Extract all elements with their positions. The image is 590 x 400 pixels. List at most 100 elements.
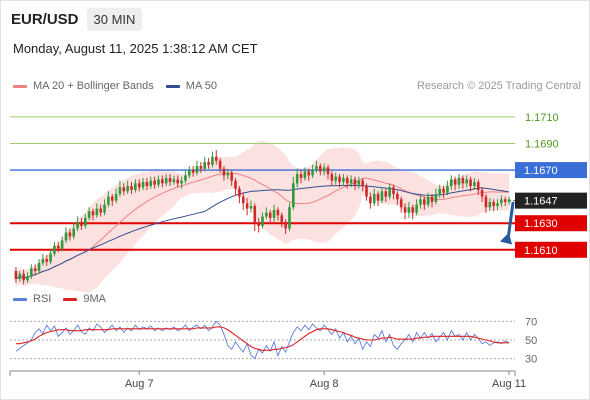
legend-label-ma50: MA 50 bbox=[185, 80, 217, 92]
legend-item-rsi: RSI bbox=[13, 293, 51, 305]
candle-body bbox=[353, 179, 357, 185]
candle-body bbox=[438, 188, 442, 194]
candle-body bbox=[114, 193, 118, 201]
candle-body bbox=[388, 187, 391, 197]
legend-label-9ma: 9MA bbox=[83, 293, 106, 305]
candle-body bbox=[76, 221, 79, 229]
x-tick-label-1: Aug 8 bbox=[310, 378, 339, 390]
candle-body bbox=[60, 240, 64, 249]
candle-body bbox=[122, 187, 126, 192]
candle-body bbox=[276, 209, 280, 216]
candle-body bbox=[426, 196, 430, 205]
rsi-tick-0: 70 bbox=[525, 316, 537, 328]
candle-body bbox=[157, 179, 160, 185]
candle-body bbox=[134, 183, 137, 190]
main-legend: MA 20 + Bollinger Bands MA 50 bbox=[13, 80, 229, 92]
candle-body bbox=[91, 211, 95, 216]
candle-body bbox=[137, 183, 141, 188]
legend-label-rsi: RSI bbox=[33, 293, 52, 305]
rsi-legend: RSI 9MA bbox=[13, 293, 118, 305]
level-label-3: 1.1630 bbox=[524, 218, 558, 230]
candle-body bbox=[322, 167, 326, 172]
candle-body bbox=[184, 175, 187, 181]
candle-body bbox=[369, 196, 372, 204]
candle-body bbox=[26, 276, 29, 281]
candle-body bbox=[403, 207, 407, 213]
candle-body bbox=[288, 207, 291, 229]
candle-body bbox=[299, 174, 303, 179]
candle-body bbox=[118, 187, 122, 194]
candle-body bbox=[338, 176, 341, 183]
candle-body bbox=[145, 182, 149, 187]
candle-body bbox=[99, 208, 102, 213]
candle-body bbox=[457, 178, 461, 185]
candle-body bbox=[330, 174, 334, 181]
candle-body bbox=[249, 205, 253, 209]
candle-body bbox=[507, 199, 511, 202]
candle-body bbox=[191, 170, 195, 173]
candle-body bbox=[396, 193, 399, 200]
level-tag-3 bbox=[515, 215, 587, 232]
candle-body bbox=[265, 212, 268, 217]
candle-body bbox=[87, 211, 91, 218]
candle-body bbox=[365, 186, 368, 197]
level-tag-2 bbox=[515, 162, 587, 179]
candle-body bbox=[473, 182, 476, 187]
header-bar: EUR/USD 30 MIN bbox=[11, 7, 143, 31]
candle-body bbox=[453, 179, 457, 185]
candle-body bbox=[476, 182, 480, 190]
legend-item-ma20: MA 20 + Bollinger Bands bbox=[13, 80, 154, 92]
candle-body bbox=[496, 203, 499, 206]
timeframe-button[interactable]: 30 MIN bbox=[86, 7, 143, 31]
candle-body bbox=[349, 179, 353, 184]
candle-body bbox=[245, 203, 249, 209]
candle-body bbox=[380, 191, 384, 201]
research-credit: Research © 2025 Trading Central bbox=[416, 80, 581, 92]
candle-body bbox=[149, 180, 153, 187]
candle-body bbox=[465, 179, 468, 184]
candle-body bbox=[334, 176, 338, 181]
candle-body bbox=[141, 182, 145, 188]
candle-body bbox=[130, 186, 133, 190]
candle-body bbox=[423, 199, 426, 205]
current-price-tag bbox=[515, 192, 587, 209]
candle-body bbox=[168, 178, 172, 183]
candle-body bbox=[295, 174, 299, 184]
candle-body bbox=[357, 180, 361, 185]
candle-body bbox=[110, 196, 114, 201]
candle-body bbox=[492, 201, 495, 206]
candle-body bbox=[33, 268, 37, 272]
candle-body bbox=[434, 193, 438, 202]
candle-body bbox=[392, 187, 395, 194]
candle-body bbox=[195, 166, 199, 173]
candle-body bbox=[461, 178, 465, 184]
candle-body bbox=[480, 190, 484, 197]
candle-body bbox=[503, 199, 507, 202]
candle-body bbox=[41, 259, 45, 264]
legend-swatch-9ma bbox=[63, 297, 78, 301]
candle-body bbox=[207, 162, 210, 165]
candle-body bbox=[103, 204, 106, 213]
candle-body bbox=[37, 263, 41, 272]
legend-item-ma50: MA 50 bbox=[165, 80, 217, 92]
rsi-tick-1: 50 bbox=[525, 335, 537, 347]
candle-body bbox=[430, 196, 434, 202]
candle-body bbox=[187, 170, 191, 176]
candle-body bbox=[257, 223, 260, 226]
candle-body bbox=[18, 273, 22, 280]
candle-body bbox=[376, 193, 380, 201]
level-label-0: 1.1710 bbox=[525, 112, 559, 124]
candle-body bbox=[361, 180, 364, 187]
candle-body bbox=[226, 172, 230, 176]
candle-body bbox=[234, 180, 237, 189]
level-label-1: 1.1690 bbox=[525, 139, 559, 151]
candle-body bbox=[411, 207, 415, 213]
candle-body bbox=[315, 166, 318, 171]
candle-body bbox=[214, 156, 218, 161]
forecast-arrow-head bbox=[500, 232, 512, 245]
candle-body bbox=[172, 179, 176, 183]
candle-body bbox=[80, 221, 83, 226]
current-price-label: 1.1647 bbox=[524, 196, 558, 208]
candle-body bbox=[272, 209, 276, 218]
